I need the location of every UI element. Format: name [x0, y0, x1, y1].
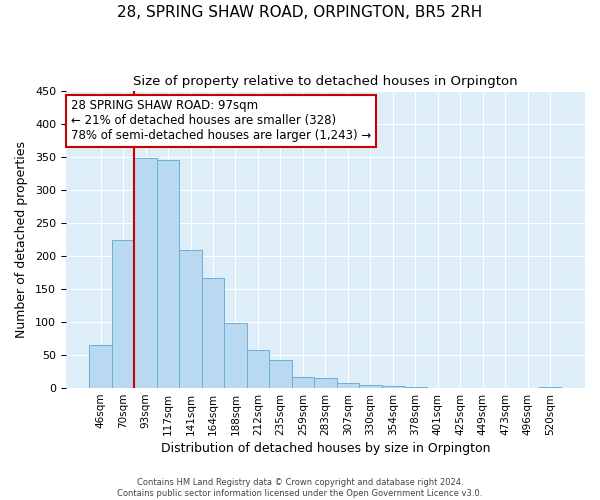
Bar: [134, 158, 157, 388]
Text: 28, SPRING SHAW ROAD, ORPINGTON, BR5 2RH: 28, SPRING SHAW ROAD, ORPINGTON, BR5 2RH: [118, 5, 482, 20]
Bar: [112, 240, 134, 388]
Text: Contains HM Land Registry data © Crown copyright and database right 2024.
Contai: Contains HM Land Registry data © Crown c…: [118, 478, 482, 498]
Bar: [337, 384, 359, 388]
Bar: [89, 345, 112, 388]
Bar: [157, 160, 179, 388]
Bar: [314, 378, 337, 388]
Bar: [269, 360, 292, 388]
Bar: [224, 324, 247, 388]
Bar: [202, 278, 224, 388]
Bar: [247, 350, 269, 388]
Y-axis label: Number of detached properties: Number of detached properties: [15, 141, 28, 338]
Bar: [179, 250, 202, 388]
Text: 28 SPRING SHAW ROAD: 97sqm
← 21% of detached houses are smaller (328)
78% of sem: 28 SPRING SHAW ROAD: 97sqm ← 21% of deta…: [71, 100, 371, 142]
Bar: [539, 386, 562, 388]
Title: Size of property relative to detached houses in Orpington: Size of property relative to detached ho…: [133, 75, 518, 88]
Bar: [382, 386, 404, 388]
X-axis label: Distribution of detached houses by size in Orpington: Distribution of detached houses by size …: [161, 442, 490, 455]
Bar: [359, 385, 382, 388]
Bar: [292, 378, 314, 388]
